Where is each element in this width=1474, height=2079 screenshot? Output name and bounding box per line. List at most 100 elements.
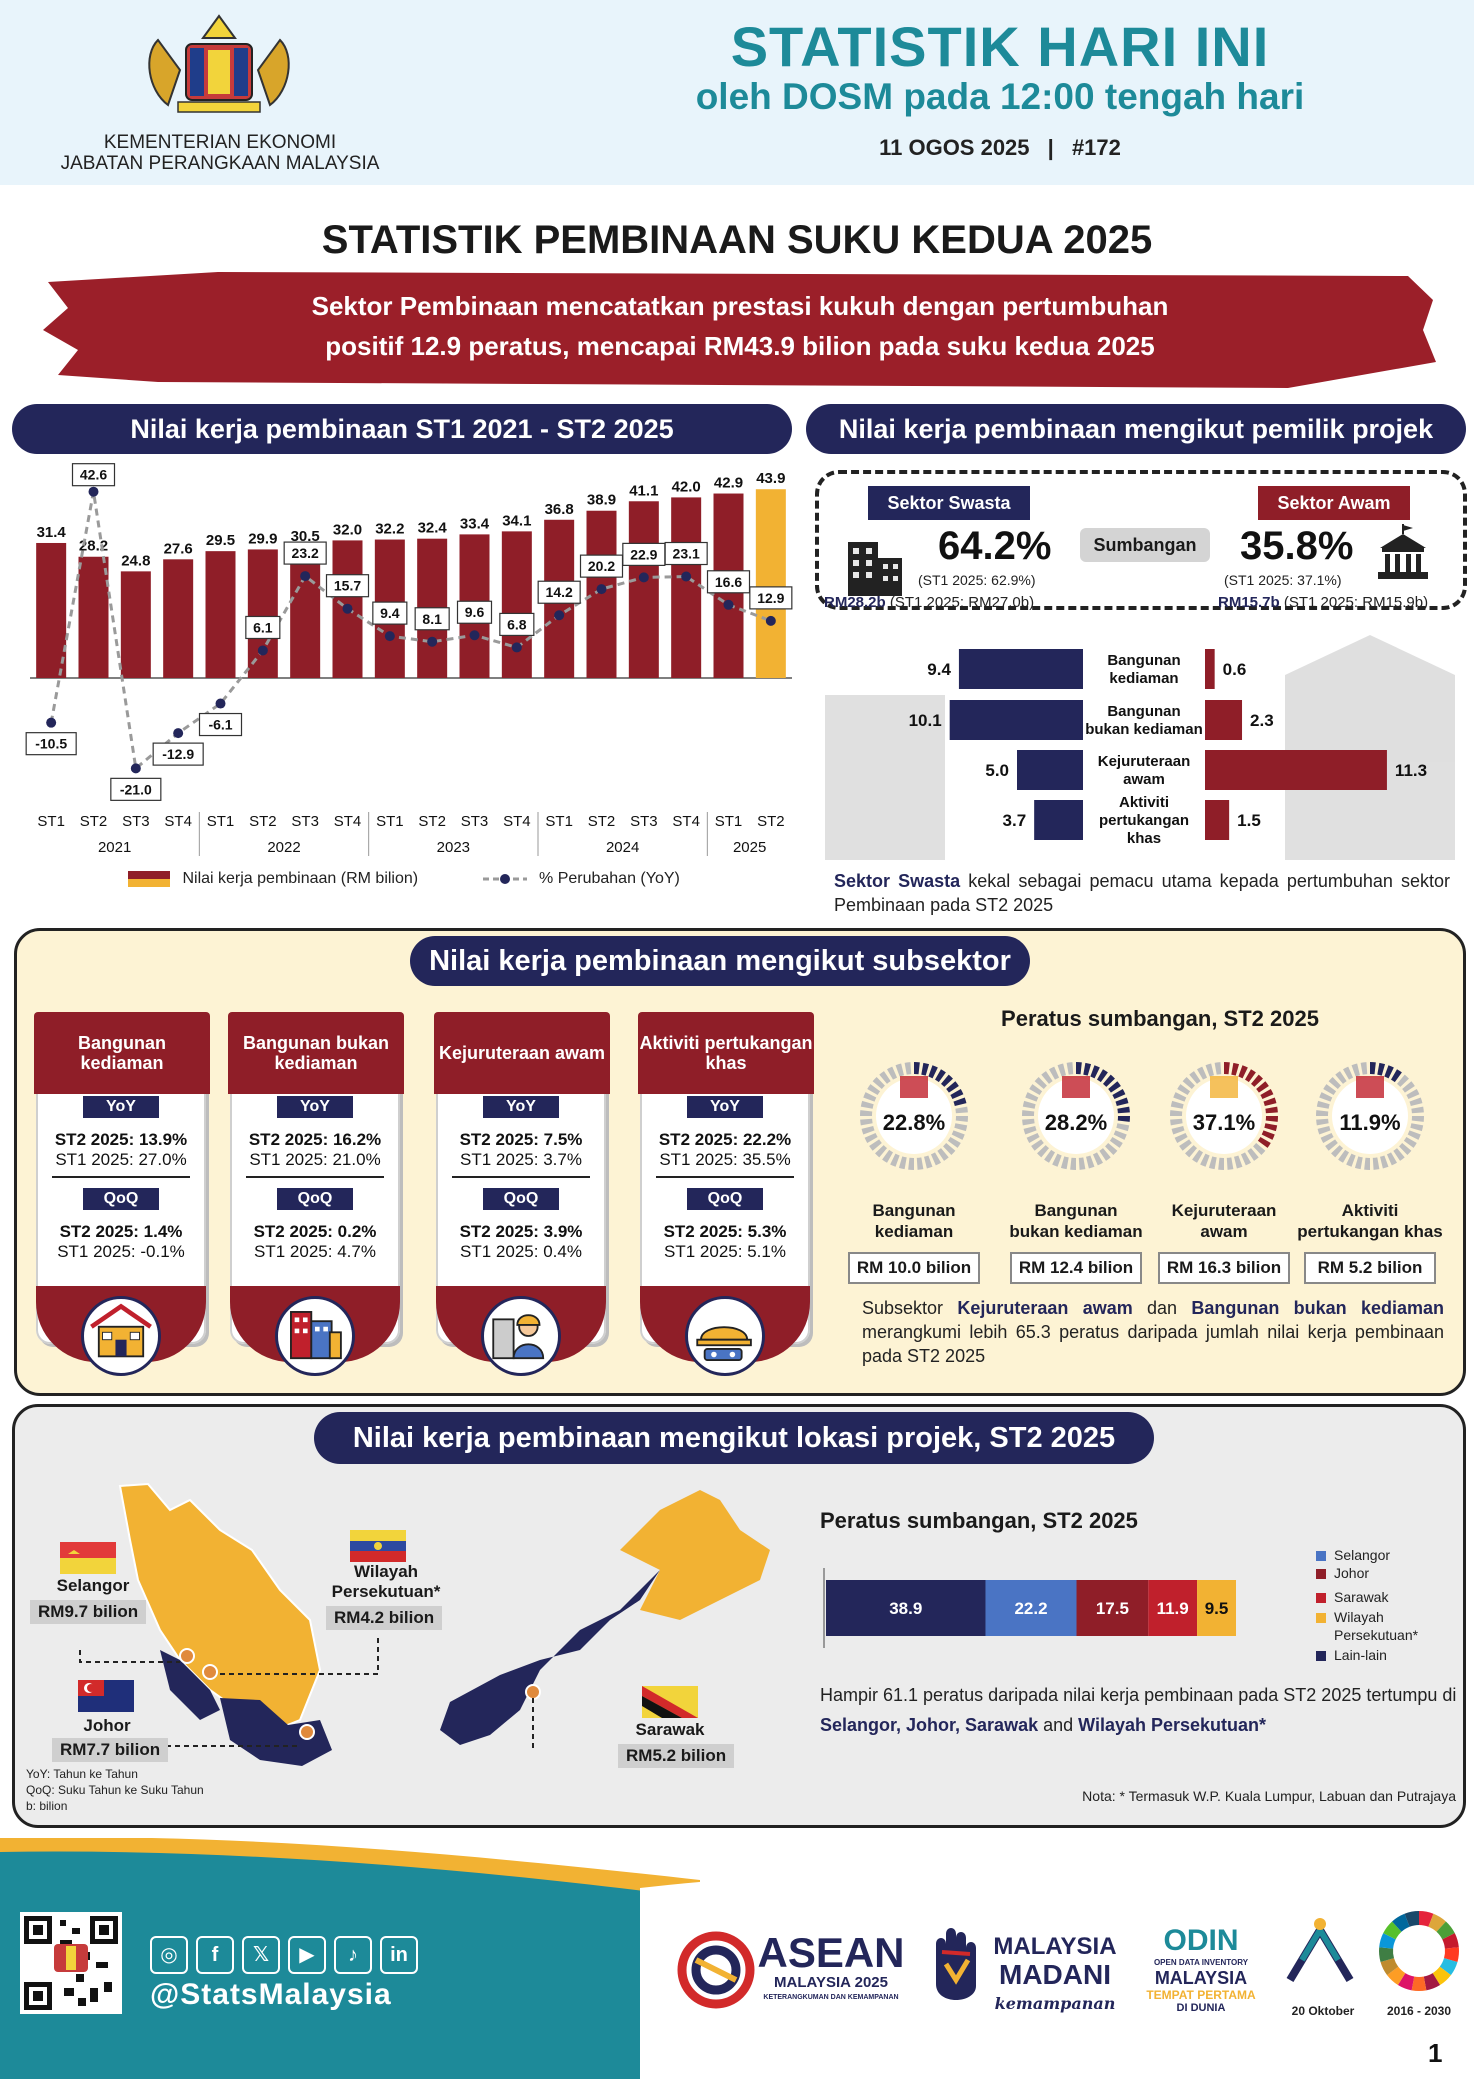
donut-segment: [1402, 1081, 1415, 1093]
donut-segment: [935, 1069, 946, 1083]
category-label: bukan kediaman: [1085, 721, 1203, 738]
qoq-current: ST2 2025: 5.3%: [663, 1222, 787, 1241]
linkedin-icon[interactable]: in: [380, 1936, 418, 1974]
bar-label: 43.9: [756, 470, 785, 487]
youtube-icon[interactable]: ▶: [288, 1936, 326, 1974]
donut-segment: [1022, 1100, 1036, 1109]
malaysia-map: [79, 1482, 770, 1766]
x-twitter-icon[interactable]: 𝕏: [242, 1936, 280, 1974]
asean-year: MALAYSIA 2025: [774, 1974, 888, 1991]
headline-line: Sektor Pembinaan mencatatkan prestasi ku…: [311, 291, 1169, 321]
yoy-point: [723, 599, 734, 610]
bar-label: 42.9: [714, 475, 743, 492]
yoy-line: [49, 491, 772, 772]
private-share-prev: (ST1 2025: 62.9%): [918, 572, 1036, 588]
donut-segment: [860, 1110, 873, 1116]
page-title: STATISTIK PEMBINAAN SUKU KEDUA 2025: [321, 218, 1153, 262]
social-handle[interactable]: @StatsMalaysia: [150, 1978, 392, 2011]
card-divider: [452, 1176, 590, 1178]
legend-label: Wilayah: [1334, 1609, 1384, 1625]
donut-segment: [882, 1149, 893, 1163]
card-divider: [656, 1176, 794, 1178]
donut-segment: [1346, 1153, 1356, 1167]
selangor-flag-icon: [60, 1542, 116, 1574]
yoy-point: [46, 717, 57, 728]
donut-segment: [1086, 1155, 1095, 1169]
donut-segment: [898, 1156, 907, 1170]
bar-label: 33.4: [460, 515, 490, 532]
qoq-previous: ST1 2025: -0.1%: [57, 1242, 185, 1261]
subsector-card-title: Bangunan kediaman: [34, 1012, 210, 1094]
donut-segment: [861, 1126, 875, 1135]
donut-segment: [1409, 1097, 1423, 1106]
bar-label: 36.8: [545, 501, 574, 518]
donut-segment: [1364, 1157, 1370, 1170]
bar-value: [586, 510, 617, 678]
qoq-current: ST2 2025: 1.4%: [59, 1222, 183, 1241]
category-label: Bangunan: [1107, 703, 1180, 720]
yoy-point: [173, 728, 184, 739]
donut-segment: [1108, 1081, 1121, 1093]
facebook-icon[interactable]: f: [196, 1936, 234, 1974]
sarawak-flag-icon: [642, 1686, 698, 1718]
note-emphasis: Bangunan bukan kediaman: [1191, 1298, 1445, 1318]
private-bar-label: 5.0: [985, 761, 1009, 780]
qoq-chip: QoQ: [687, 1188, 763, 1210]
private-value-now: RM28.2b: [824, 594, 886, 611]
x-tick-label: ST3: [461, 813, 489, 830]
donut-segment: [1099, 1148, 1111, 1161]
donut-hole: [1332, 1078, 1408, 1154]
stacked-segment-label: 9.5: [1205, 1599, 1229, 1618]
yoy-label-box: [499, 612, 535, 637]
donut-segment: [860, 1118, 873, 1126]
donut-segment: [890, 1153, 900, 1167]
bar-label: 30.5: [291, 528, 320, 545]
donut-segment: [1240, 1152, 1251, 1166]
instagram-icon[interactable]: ◎: [150, 1936, 188, 1974]
donut-segment: [1264, 1123, 1278, 1132]
donut-segment: [1112, 1089, 1126, 1100]
donut-segment: [1208, 1156, 1217, 1170]
donut-segment: [930, 1152, 941, 1166]
legend-label: Sarawak: [1334, 1589, 1389, 1605]
donut-segment: [946, 1081, 959, 1093]
x-tick-label: ST3: [630, 813, 658, 830]
donut-value-box: RM 16.3 bilion: [1158, 1252, 1290, 1284]
donut-segment: [1261, 1130, 1275, 1140]
subsector-mini-icon: [900, 1076, 928, 1098]
donut-segment: [1105, 1142, 1118, 1155]
yoy-point: [384, 631, 395, 642]
label-line: awam: [1200, 1222, 1248, 1241]
subsector-card-title: Bangunan bukan kediaman: [228, 1012, 404, 1094]
public-bar: [1205, 700, 1243, 740]
label-line: bukan kediaman: [1009, 1222, 1143, 1241]
private-bar-label: 3.7: [1003, 811, 1027, 830]
donut-segment: [887, 1066, 898, 1080]
tiktok-icon[interactable]: ♪: [334, 1936, 372, 1974]
donut-segment: [1117, 1116, 1130, 1122]
stacked-segment-label: 17.5: [1096, 1599, 1129, 1618]
madani-text-1: MALAYSIA: [993, 1933, 1117, 1960]
x-tick-label: ST3: [122, 813, 150, 830]
donut-segment: [1170, 1118, 1183, 1126]
donut-segment: [1410, 1123, 1424, 1132]
state-value-sarawak: RM5.2 bilion: [618, 1744, 735, 1768]
donut-segment: [875, 1145, 888, 1158]
private-bar-label: 10.1: [909, 711, 942, 730]
yoy-label-box: [152, 742, 204, 766]
donut-pct: 22.8%: [883, 1110, 945, 1135]
yoy-label: -12.9: [162, 746, 194, 762]
donut-segment: [1328, 1077, 1341, 1090]
donut-segment: [1173, 1092, 1187, 1102]
tools-icon: [696, 1326, 752, 1361]
legend-swatch: [1316, 1551, 1326, 1561]
donut-segment: [1399, 1142, 1412, 1155]
private-bar: [1017, 750, 1083, 790]
note-text: and: [1038, 1715, 1079, 1735]
donut-pct: 37.1%: [1193, 1110, 1255, 1135]
bar-label: 38.9: [587, 492, 616, 509]
x-tick-label: ST1: [37, 813, 65, 830]
label-line: Aktiviti: [1341, 1201, 1399, 1220]
private-bar: [949, 700, 1083, 740]
x-tick-label: ST2: [249, 813, 277, 830]
